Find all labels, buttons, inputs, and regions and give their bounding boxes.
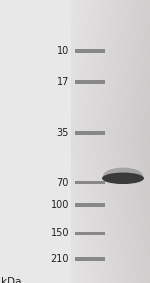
Text: 150: 150 — [51, 228, 69, 239]
Bar — [75, 49, 105, 53]
Text: 17: 17 — [57, 77, 69, 87]
Text: kDa: kDa — [2, 277, 22, 283]
Text: 10: 10 — [57, 46, 69, 56]
Text: 35: 35 — [57, 128, 69, 138]
Ellipse shape — [115, 175, 138, 182]
Bar — [75, 131, 105, 135]
Bar — [75, 181, 105, 185]
Bar — [0, 0, 70, 283]
Bar — [75, 257, 105, 261]
Text: 100: 100 — [51, 200, 69, 210]
Ellipse shape — [102, 173, 144, 184]
Bar — [75, 231, 105, 235]
Ellipse shape — [103, 168, 143, 184]
Bar — [75, 203, 105, 207]
Text: 70: 70 — [57, 177, 69, 188]
Text: 210: 210 — [51, 254, 69, 264]
Bar — [75, 80, 105, 84]
